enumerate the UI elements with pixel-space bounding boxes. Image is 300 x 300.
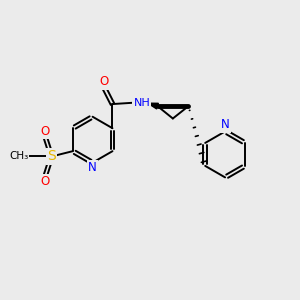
Text: O: O: [40, 125, 50, 138]
Text: CH₃: CH₃: [9, 152, 28, 161]
Text: NH: NH: [134, 98, 150, 108]
Text: N: N: [221, 118, 230, 131]
Text: O: O: [40, 175, 50, 188]
Text: N: N: [88, 161, 97, 175]
Polygon shape: [148, 103, 158, 109]
Text: O: O: [99, 76, 108, 88]
Text: S: S: [47, 149, 56, 164]
